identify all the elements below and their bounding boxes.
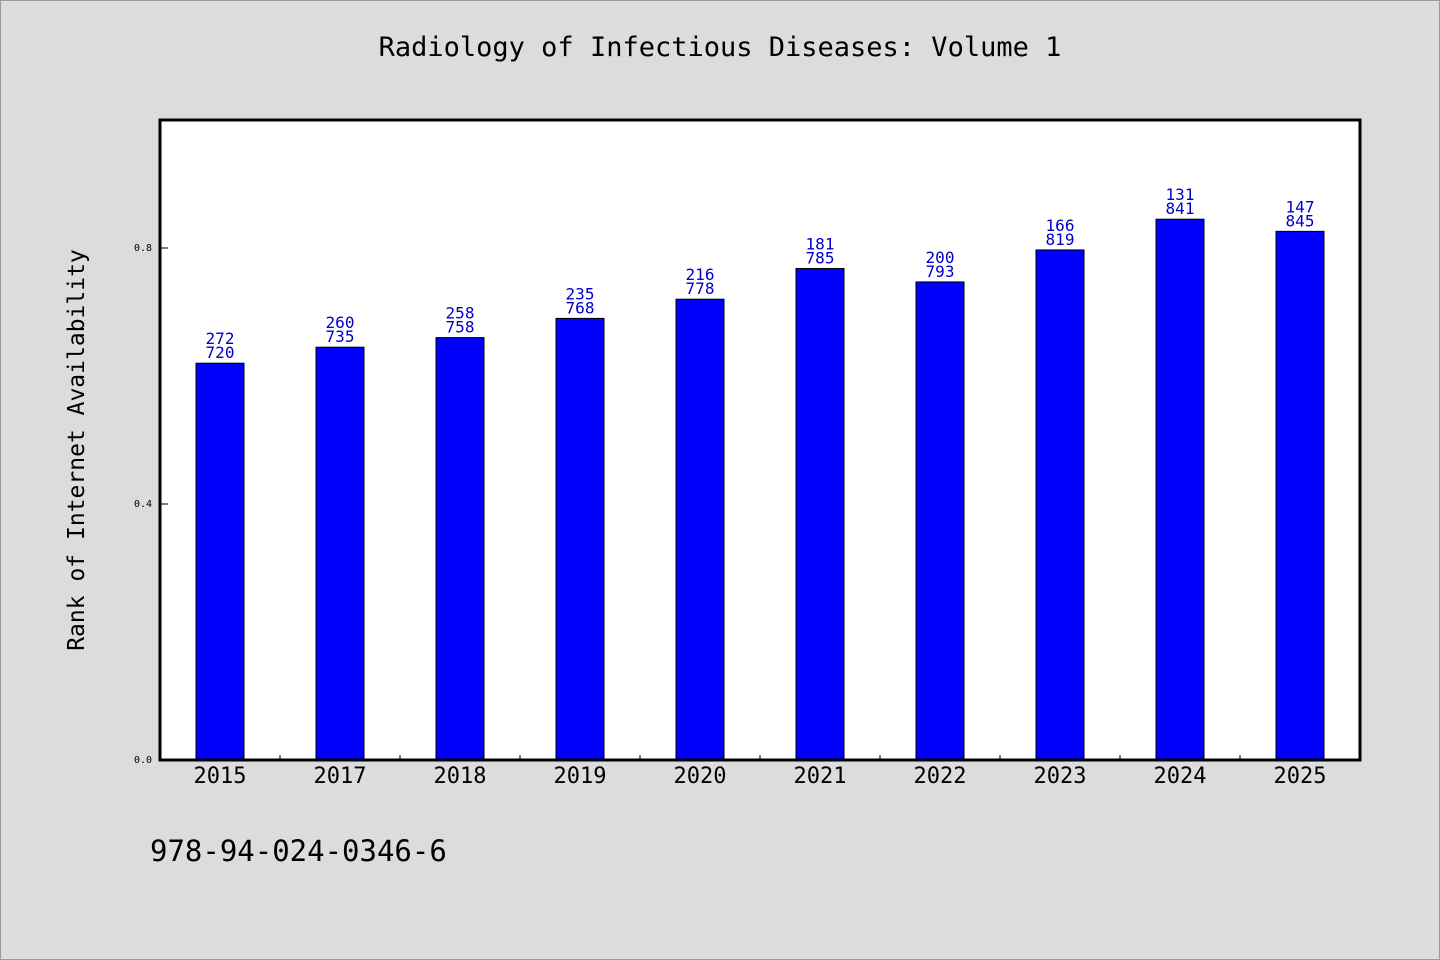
- x-tick-label-2025: 2025: [1274, 764, 1327, 789]
- x-tick-label-2022: 2022: [914, 764, 967, 789]
- x-tick-label-2017: 2017: [314, 764, 367, 789]
- y-tick-label-0.0: 0.0: [134, 755, 152, 766]
- bar-label-top-2015: 272: [206, 329, 235, 348]
- bar-label-bottom-2025: 845: [1286, 211, 1315, 230]
- x-tick-label-2020: 2020: [674, 764, 727, 789]
- bar-2021: [795, 267, 845, 761]
- bar-label-top-2024: 131: [1166, 185, 1195, 204]
- bar-label-top-2025: 147: [1286, 197, 1315, 216]
- bar-label-top-2017: 260: [326, 313, 355, 332]
- x-tick-label-2019: 2019: [554, 764, 607, 789]
- x-tick-label-2023: 2023: [1034, 764, 1087, 789]
- y-tick-label-0.4: 0.4: [134, 499, 152, 510]
- bar-label-bottom-2024: 841: [1166, 199, 1195, 218]
- bar-label-top-2018: 258: [446, 304, 475, 323]
- bar-2015: [195, 362, 245, 761]
- bar-label-bottom-2020: 778: [686, 279, 715, 298]
- bar-label-bottom-2017: 735: [326, 327, 355, 346]
- x-tick-label-2018: 2018: [434, 764, 487, 789]
- bar-label-top-2020: 216: [686, 265, 715, 284]
- x-tick-label-2024: 2024: [1154, 764, 1207, 789]
- bar-label-top-2019: 235: [566, 284, 595, 303]
- bar-label-bottom-2015: 720: [206, 343, 235, 362]
- bar-label-top-2021: 181: [806, 234, 835, 253]
- isbn-text: 978-94-024-0346-6: [150, 834, 447, 868]
- chart-title: Radiology of Infectious Diseases: Volume…: [378, 32, 1062, 63]
- bar-label-bottom-2019: 768: [566, 298, 595, 317]
- bar-label-top-2022: 200: [926, 248, 955, 267]
- bar-2022: [915, 281, 965, 761]
- bar-2017: [315, 346, 365, 761]
- bar-2025: [1275, 230, 1325, 761]
- plot-border: [158, 118, 1362, 762]
- bar-2024: [1155, 218, 1205, 761]
- x-tick-label-2015: 2015: [194, 764, 247, 789]
- bar-label-bottom-2022: 793: [926, 262, 955, 281]
- bar-2023: [1035, 249, 1085, 761]
- bar-label-bottom-2021: 785: [806, 248, 835, 267]
- bar-label-bottom-2023: 819: [1046, 230, 1075, 249]
- bar-2018: [435, 337, 485, 761]
- y-tick-label-0.8: 0.8: [134, 243, 152, 254]
- bar-label-bottom-2018: 758: [446, 318, 475, 337]
- bar-2019: [555, 317, 605, 761]
- bar-label-top-2023: 166: [1046, 216, 1075, 235]
- bar-2020: [675, 298, 725, 761]
- x-tick-label-2021: 2021: [794, 764, 847, 789]
